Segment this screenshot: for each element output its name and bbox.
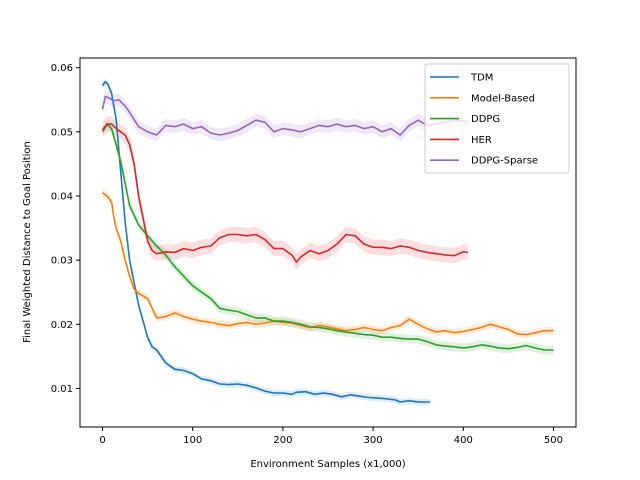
y-axis-ticks: 0.01 0.02 0.03 0.04 0.05 0.06 — [51, 63, 80, 395]
x-tick-label: 300 — [364, 435, 383, 446]
band-her — [102, 116, 468, 270]
series-lines — [101, 80, 554, 403]
y-tick-label: 0.06 — [51, 63, 73, 74]
y-tick-label: 0.04 — [51, 191, 73, 202]
legend-label-ddpg-sparse: DDPG-Sparse — [471, 156, 538, 167]
x-tick-label: 100 — [183, 435, 202, 446]
y-tick-label: 0.02 — [51, 320, 73, 331]
x-tick-label: 500 — [544, 435, 563, 446]
y-tick-label: 0.05 — [51, 127, 73, 138]
line-her — [101, 123, 468, 263]
y-tick-label: 0.01 — [51, 384, 73, 395]
line-ddpg — [101, 123, 554, 351]
line-tdm — [101, 80, 430, 403]
y-tick-label: 0.03 — [51, 256, 73, 267]
y-axis-label: Final Weighted Distance to Goal Position — [22, 141, 33, 343]
x-tick-label: 0 — [99, 435, 105, 446]
legend-label-her: HER — [471, 135, 492, 146]
legend-label-ddpg: DDPG — [471, 114, 500, 125]
legend: TDM Model-Based DDPG HER DDPG-Sparse — [424, 63, 570, 174]
x-axis-ticks: 0 100 200 300 400 500 — [99, 427, 563, 446]
plot-frame — [79, 57, 577, 428]
x-axis-label: Environment Samples (x1,000) — [250, 459, 405, 470]
legend-label-model-based: Model-Based — [471, 93, 535, 104]
line-model-based — [102, 192, 554, 336]
legend-label-tdm: TDM — [470, 73, 493, 84]
x-tick-label: 200 — [273, 435, 292, 446]
x-tick-label: 400 — [454, 435, 473, 446]
legend-box — [424, 63, 570, 174]
line-ddpg-sparse — [101, 95, 469, 136]
